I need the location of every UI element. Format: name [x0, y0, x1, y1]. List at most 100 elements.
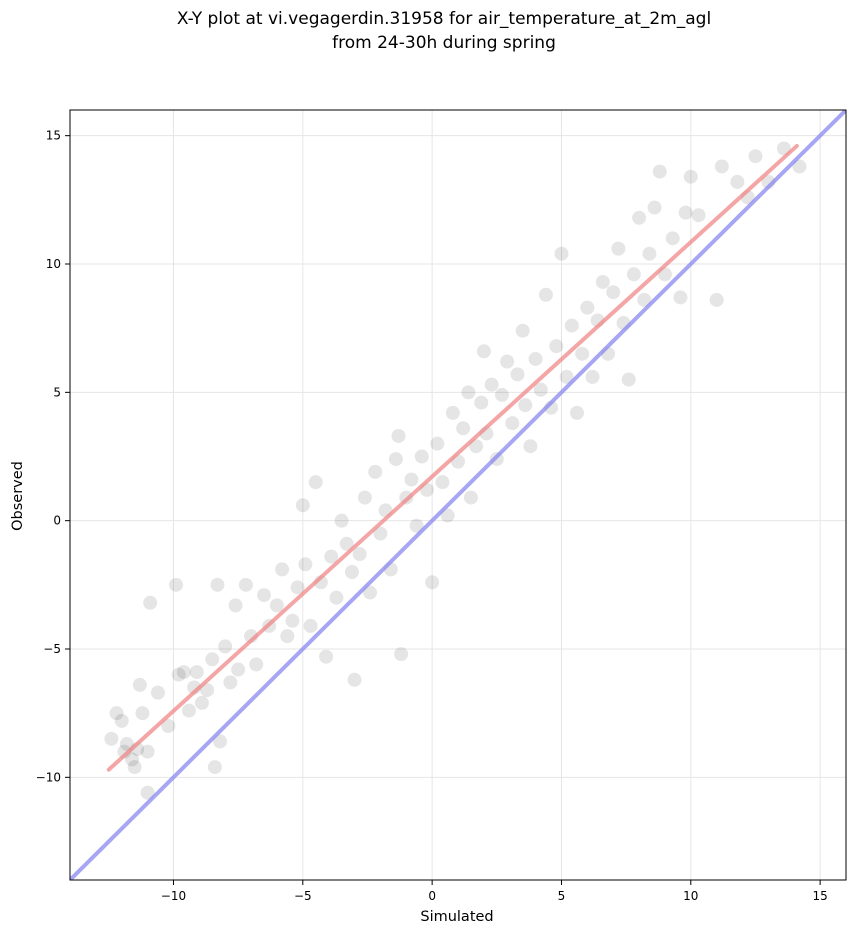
data-point — [554, 246, 569, 261]
data-point — [132, 677, 147, 692]
data-point — [368, 464, 383, 479]
data-point — [569, 405, 584, 420]
data-point — [792, 159, 807, 174]
data-point — [210, 577, 225, 592]
x-tick-label: 5 — [558, 889, 566, 903]
data-point — [404, 472, 419, 487]
data-point — [334, 513, 349, 528]
data-point — [181, 703, 196, 718]
data-point — [435, 475, 450, 490]
data-points — [104, 141, 807, 800]
data-point — [308, 475, 323, 490]
data-point — [500, 354, 515, 369]
data-point — [150, 685, 165, 700]
data-point — [505, 416, 520, 431]
data-point — [394, 647, 409, 662]
x-axis-label: Simulated — [420, 909, 493, 925]
data-point — [714, 159, 729, 174]
data-point — [409, 518, 424, 533]
data-point — [161, 719, 176, 733]
data-point — [683, 169, 698, 184]
identity-line — [70, 110, 846, 880]
data-point — [347, 672, 362, 687]
x-tick-label: 10 — [683, 889, 698, 903]
data-point — [269, 598, 284, 613]
data-point — [176, 665, 191, 680]
data-point — [642, 246, 657, 261]
data-point — [456, 421, 471, 436]
y-tick-label: −5 — [43, 642, 61, 656]
data-point — [357, 490, 372, 505]
y-tick-label: 0 — [53, 514, 61, 528]
data-point — [515, 323, 530, 338]
y-axis-label: Observed — [10, 461, 26, 531]
data-point — [469, 439, 484, 454]
data-point — [285, 613, 300, 628]
data-point — [205, 652, 220, 667]
data-point — [223, 675, 238, 690]
data-point — [324, 549, 339, 564]
data-point — [207, 760, 222, 775]
y-tick-label: 15 — [46, 129, 61, 143]
data-point — [238, 577, 253, 592]
data-point — [494, 387, 509, 402]
data-point — [171, 667, 186, 682]
data-point — [665, 231, 680, 246]
data-point — [564, 318, 579, 333]
data-point — [344, 565, 359, 579]
data-point — [484, 377, 499, 392]
data-point — [391, 428, 406, 443]
data-point — [290, 580, 305, 595]
data-point — [319, 649, 334, 664]
data-point — [143, 595, 158, 610]
data-point — [595, 274, 610, 289]
data-point — [140, 744, 155, 759]
data-point — [373, 526, 388, 541]
grid — [70, 110, 846, 880]
x-tick-label: −10 — [161, 889, 186, 903]
x-tick-label: 15 — [812, 889, 827, 903]
data-point — [474, 395, 489, 410]
data-point — [528, 351, 543, 366]
data-point — [231, 662, 246, 677]
data-point — [538, 287, 553, 302]
data-point — [647, 200, 662, 215]
data-point — [730, 174, 745, 189]
data-point — [200, 683, 215, 698]
data-point — [549, 339, 564, 354]
data-point — [585, 369, 600, 384]
data-point — [559, 369, 574, 384]
chart-title-line-1: X-Y plot at vi.vegagerdin.31958 for air_… — [177, 9, 711, 29]
data-point — [213, 734, 228, 749]
data-point — [218, 639, 233, 654]
data-point — [691, 208, 706, 223]
data-point — [249, 657, 264, 672]
data-point — [518, 398, 533, 413]
data-point — [709, 292, 724, 307]
data-point — [440, 508, 455, 523]
data-point — [303, 618, 318, 633]
data-point — [673, 290, 688, 305]
data-point — [425, 575, 440, 590]
data-point — [329, 590, 344, 605]
data-point — [575, 346, 590, 361]
data-point — [275, 562, 290, 577]
data-point — [117, 744, 132, 759]
fit-lines — [70, 110, 846, 880]
x-tick-label: −5 — [294, 889, 312, 903]
y-tick-label: 5 — [53, 385, 61, 399]
data-point — [135, 706, 150, 721]
data-point — [104, 731, 119, 746]
data-point — [352, 547, 367, 562]
data-point — [533, 382, 548, 397]
data-point — [632, 210, 647, 225]
data-point — [194, 695, 209, 710]
data-point — [257, 588, 271, 603]
data-point — [363, 585, 378, 600]
data-point — [461, 385, 476, 400]
data-point — [430, 436, 445, 451]
regression-line — [106, 143, 799, 772]
data-point — [606, 285, 621, 300]
